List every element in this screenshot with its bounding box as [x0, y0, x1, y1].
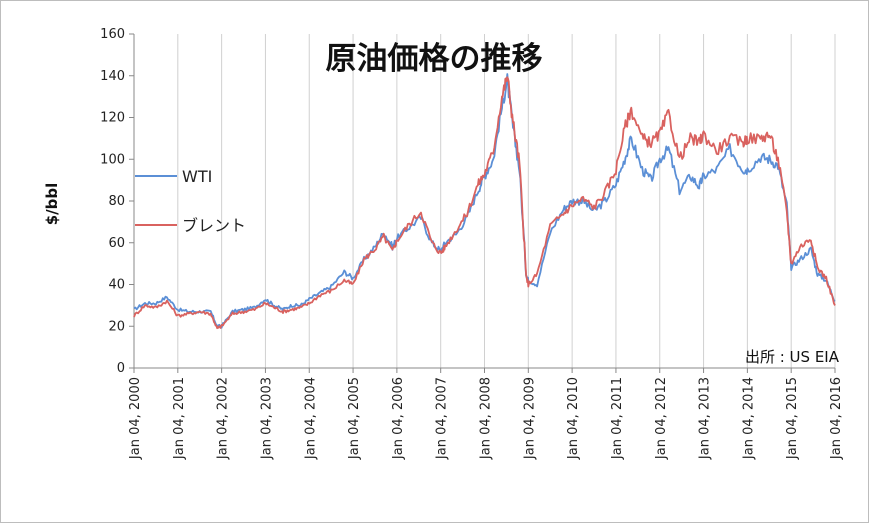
y-axis-label: $/bbl [43, 183, 61, 226]
y-tick-label: 160 [100, 27, 125, 42]
x-tick-label: Jan 04, 2001 [172, 377, 187, 460]
x-tick-label: Jan 04, 2009 [522, 377, 537, 460]
y-tick-label: 140 [100, 69, 125, 84]
x-tick-label: Jan 04, 2014 [741, 377, 756, 460]
legend-label-wti: WTI [182, 167, 212, 186]
x-tick-label: Jan 04, 2008 [479, 377, 494, 460]
x-tick-label: Jan 04, 2006 [391, 377, 406, 460]
x-tick-label: Jan 04, 2012 [654, 377, 669, 460]
y-tick-label: 80 [108, 194, 125, 209]
chart-title: 原油価格の推移 [326, 41, 543, 77]
x-tick-label: Jan 04, 2003 [259, 377, 274, 460]
y-tick-label: 0 [117, 361, 125, 376]
x-tick-label: Jan 04, 2002 [216, 377, 231, 460]
x-tick-label: Jan 04, 2000 [128, 377, 143, 460]
x-tick-label: Jan 04, 2004 [303, 377, 318, 460]
x-tick-label: Jan 04, 2016 [829, 377, 844, 460]
y-tick-label: 60 [108, 236, 125, 251]
grid-lines [133, 34, 836, 368]
x-tick-label: Jan 04, 2007 [435, 377, 450, 460]
legend-label-brent: ブレント [182, 216, 246, 235]
y-tick-labels: 0 20 40 60 80 100 120 140 160 [100, 27, 125, 376]
series-line-brent [133, 76, 836, 330]
x-tick-label: Jan 04, 2015 [785, 377, 800, 460]
x-tick-label: Jan 04, 2005 [347, 377, 362, 460]
legend: WTI ブレント [135, 167, 246, 235]
y-tick-label: 20 [108, 319, 125, 334]
y-tick-label: 40 [108, 278, 125, 293]
x-tick-label: Jan 04, 2013 [698, 377, 713, 460]
series-line-wti [133, 73, 836, 329]
axes [129, 33, 836, 373]
source-note: 出所 : US EIA [745, 348, 840, 366]
y-tick-label: 120 [100, 111, 125, 126]
x-tick-label: Jan 04, 2011 [610, 377, 625, 460]
x-tick-label: Jan 04, 2010 [566, 377, 581, 460]
x-tick-labels: Jan 04, 2000 Jan 04, 2001 Jan 04, 2002 Jan … [128, 377, 844, 460]
series-lines [133, 73, 836, 330]
y-tick-label: 100 [100, 152, 125, 167]
